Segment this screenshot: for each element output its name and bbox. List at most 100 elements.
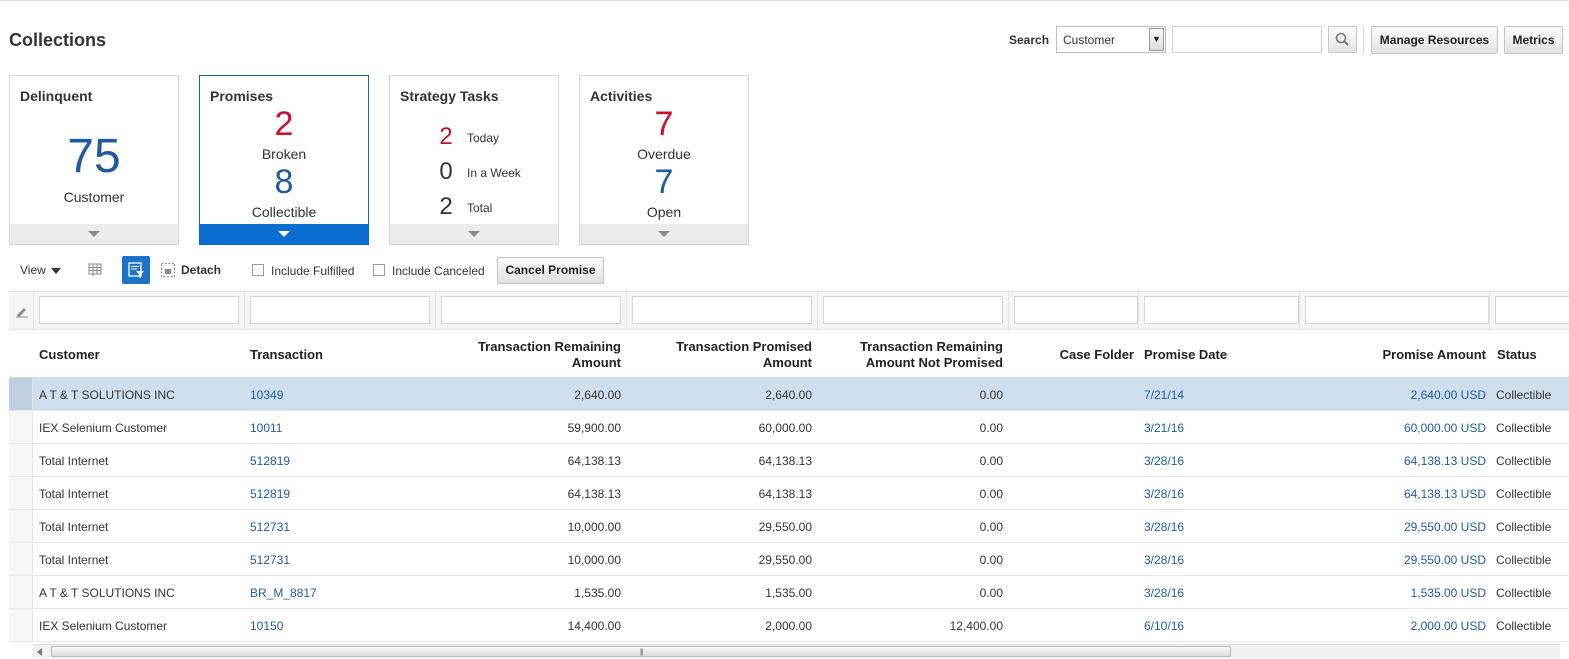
cell-promise-date-link[interactable]: 3/28/16 xyxy=(1144,454,1185,468)
tile-title: Strategy Tasks xyxy=(400,88,499,104)
freeze-columns-icon[interactable] xyxy=(87,262,103,281)
search-input[interactable] xyxy=(1172,26,1322,53)
table-row[interactable]: Total Internet 512731 10,000.00 29,550.00 0.… xyxy=(9,510,1569,543)
cell-promise-date-link[interactable]: 6/10/16 xyxy=(1144,619,1185,633)
search-scope-value: Customer xyxy=(1063,33,1116,47)
cell-transaction-link[interactable]: 512731 xyxy=(250,553,291,567)
collectible-label: Collectible xyxy=(251,204,317,220)
cell-transaction-link[interactable]: 10011 xyxy=(250,421,283,435)
cell-transaction-link[interactable]: 10150 xyxy=(250,619,284,633)
manage-resources-button[interactable]: Manage Resources xyxy=(1371,26,1498,54)
tile-expand-bar[interactable] xyxy=(200,224,368,244)
table-row[interactable]: A T & T SOLUTIONS INC BR_M_8817 1,535.00 1,… xyxy=(9,576,1569,609)
cell-transaction-link[interactable]: 512819 xyxy=(250,454,291,468)
cell-promise-date-link[interactable]: 3/28/16 xyxy=(1144,487,1185,501)
table-row[interactable]: IEX Selenium Customer 10011 59,900.00 60,00… xyxy=(9,411,1569,444)
tile-delinquent[interactable]: Delinquent 75 Customer xyxy=(9,75,179,245)
cell-promise-amount-link[interactable]: 29,550.00 USD xyxy=(1403,553,1486,567)
cell-promised-amount: 2,640.00 xyxy=(765,388,812,402)
filter-promise-amount-input[interactable] xyxy=(1305,296,1489,324)
row-selector[interactable] xyxy=(9,444,33,476)
filter-customer-input[interactable] xyxy=(39,296,239,324)
header-line: Transaction Remaining xyxy=(859,339,1003,354)
include-canceled-checkbox[interactable] xyxy=(373,264,385,276)
broken-label: Broken xyxy=(261,146,307,162)
query-by-example-button[interactable] xyxy=(122,256,150,284)
filter-transaction-input[interactable] xyxy=(250,296,430,324)
filter-remaining-amount-input[interactable] xyxy=(441,296,621,324)
filter-status-input[interactable] xyxy=(1495,296,1569,324)
tile-expand-bar[interactable] xyxy=(10,224,178,244)
tile-promises[interactable]: Promises 2 Broken 8 Collectible xyxy=(199,75,369,245)
detach-button[interactable]: Detach xyxy=(181,263,222,277)
filter-not-promised-input[interactable] xyxy=(823,296,1003,324)
filter-promised-amount-input[interactable] xyxy=(632,296,812,324)
cell-promise-date-link[interactable]: 7/21/14 xyxy=(1144,388,1185,402)
header-line: Amount Not Promised xyxy=(865,355,1003,370)
cell-transaction-link[interactable]: 10349 xyxy=(250,388,284,402)
tile-strategy-tasks[interactable]: Strategy Tasks 2 Today 0 In a Week 2 Tot… xyxy=(389,75,559,245)
row-selector[interactable] xyxy=(9,576,33,608)
cell-promise-amount-link[interactable]: 64,138.13 USD xyxy=(1403,454,1486,468)
cell-promise-amount-link[interactable]: 64,138.13 USD xyxy=(1403,487,1486,501)
cell-not-promised: 12,400.00 xyxy=(949,619,1003,633)
table-row[interactable]: Total Internet 512819 64,138.13 64,138.13 0.… xyxy=(9,477,1569,510)
cell-customer: Total Internet xyxy=(39,487,109,501)
cell-promise-amount-link[interactable]: 2,000.00 USD xyxy=(1410,619,1486,633)
header-case-folder[interactable]: Case Folder xyxy=(1059,347,1134,362)
view-menu[interactable]: View xyxy=(20,263,46,277)
cell-promise-amount-link[interactable]: 29,550.00 USD xyxy=(1403,520,1486,534)
cell-promise-amount-link[interactable]: 1,535.00 USD xyxy=(1410,586,1486,600)
row-selector[interactable] xyxy=(9,510,33,542)
cell-transaction-link[interactable]: BR_M_8817 xyxy=(250,586,317,600)
scrollbar-thumb[interactable]: ||| xyxy=(51,646,1231,657)
cancel-promise-button[interactable]: Cancel Promise xyxy=(497,257,604,284)
chevron-down-icon[interactable]: ▼ xyxy=(1149,28,1164,51)
include-fulfilled-checkbox[interactable] xyxy=(252,264,264,276)
row-selector[interactable] xyxy=(9,411,33,443)
cell-promise-amount-link[interactable]: 60,000.00 USD xyxy=(1403,421,1486,435)
header-promised-amount[interactable]: Transaction Promised Amount xyxy=(612,339,812,371)
cell-promise-date-link[interactable]: 3/28/16 xyxy=(1144,586,1185,600)
detach-icon[interactable] xyxy=(160,262,176,281)
tile-activities[interactable]: Activities 7 Overdue 7 Open xyxy=(579,75,749,245)
row-selector[interactable] xyxy=(9,378,33,410)
header-promise-date[interactable]: Promise Date xyxy=(1144,347,1228,362)
cell-promise-date-link[interactable]: 3/28/16 xyxy=(1144,553,1185,567)
row-selector[interactable] xyxy=(9,609,33,641)
table-row[interactable]: Total Internet 512819 64,138.13 64,138.13 0.… xyxy=(9,444,1569,477)
table-row[interactable]: A T & T SOLUTIONS INC 10349 2,640.00 2,640.… xyxy=(9,378,1569,411)
cell-status: Collectible xyxy=(1496,421,1552,435)
cell-promise-date-link[interactable]: 3/28/16 xyxy=(1144,520,1185,534)
header-customer[interactable]: Customer xyxy=(39,347,100,362)
filter-case-folder-input[interactable] xyxy=(1014,296,1138,324)
tile-expand-bar[interactable] xyxy=(390,224,558,244)
today-label: Today xyxy=(467,131,500,145)
cell-transaction-link[interactable]: 512731 xyxy=(250,520,291,534)
search-scope-select[interactable]: Customer ▼ xyxy=(1056,26,1166,53)
clear-filter-icon[interactable] xyxy=(15,304,29,321)
metrics-button[interactable]: Metrics xyxy=(1504,26,1563,54)
header-transaction[interactable]: Transaction xyxy=(250,347,323,362)
toolbar-separator xyxy=(1363,26,1364,54)
caret-down-icon[interactable] xyxy=(51,268,61,274)
cell-not-promised: 0.00 xyxy=(979,553,1003,567)
cell-promise-date-link[interactable]: 3/21/16 xyxy=(1144,421,1185,435)
header-not-promised[interactable]: Transaction Remaining Amount Not Promise… xyxy=(803,339,1003,371)
table-row[interactable]: IEX Selenium Customer 10150 14,400.00 2,000… xyxy=(9,609,1569,642)
cell-transaction-link[interactable]: 512819 xyxy=(250,487,291,501)
horizontal-scrollbar[interactable]: ||| xyxy=(33,644,1560,658)
scroll-left-icon[interactable] xyxy=(37,648,42,656)
header-remaining-amount[interactable]: Transaction Remaining Amount xyxy=(421,339,621,371)
open-label: Open xyxy=(646,204,682,220)
row-selector[interactable] xyxy=(9,543,33,575)
cell-remaining-amount: 2,640.00 xyxy=(574,388,621,402)
search-button[interactable] xyxy=(1328,26,1357,53)
header-promise-amount[interactable]: Promise Amount xyxy=(1382,347,1486,362)
header-status[interactable]: Status xyxy=(1497,347,1537,362)
cell-promise-amount-link[interactable]: 2,640.00 USD xyxy=(1410,388,1486,402)
tile-expand-bar[interactable] xyxy=(580,224,748,244)
table-row[interactable]: Total Internet 512731 10,000.00 29,550.00 0.… xyxy=(9,543,1569,576)
filter-promise-date-input[interactable] xyxy=(1144,296,1299,324)
row-selector[interactable] xyxy=(9,477,33,509)
